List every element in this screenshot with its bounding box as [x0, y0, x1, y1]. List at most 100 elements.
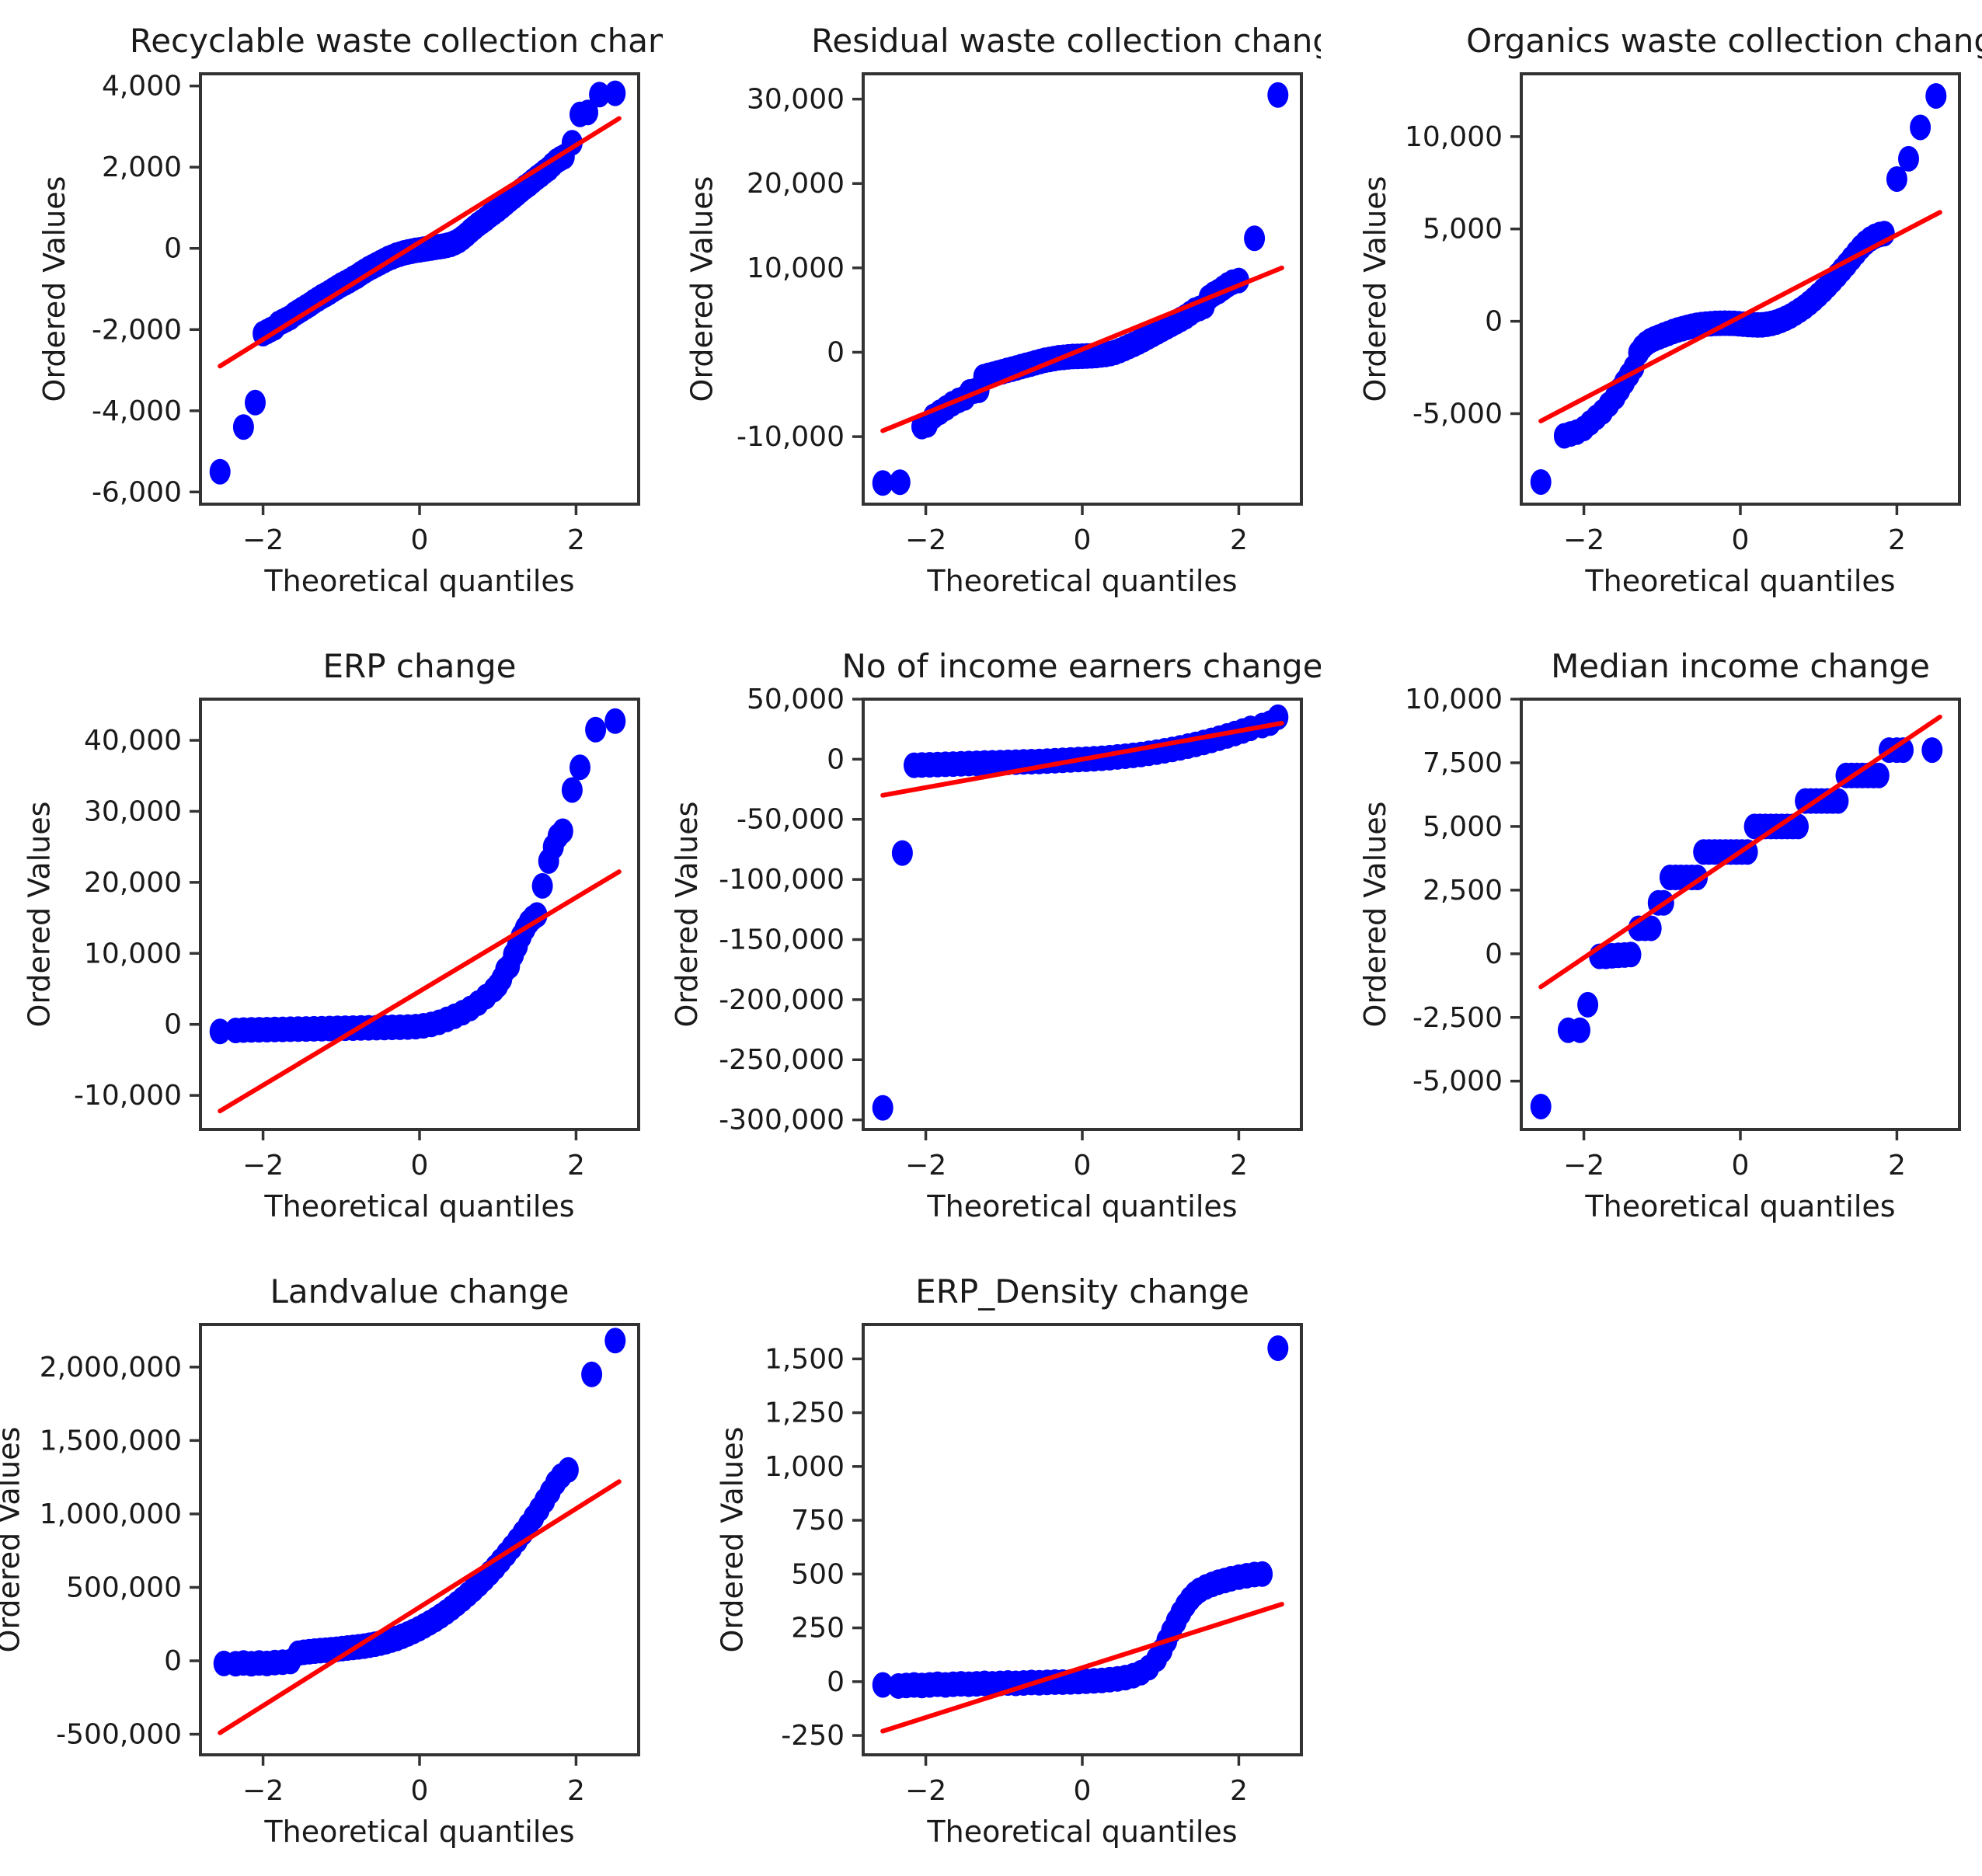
- plot-canvas-recyclable-waste: 4,000 2,000 0 -2,000 -4,000 -6,000 −2 0 2 Recycla…: [37, 22, 663, 598]
- x-axis-label: Theoretical quantiles: [1584, 1189, 1895, 1223]
- plot-title: Median income change: [1551, 647, 1930, 685]
- x-tick-label: 0: [411, 1775, 429, 1807]
- x-tick-label: 2: [1888, 524, 1906, 556]
- plot-canvas-landvalue: 2,000,000 1,500,000 1,000,000 500,000 0 -500,…: [0, 1272, 640, 1849]
- data-points: [1530, 737, 1943, 1119]
- reference-line: [880, 265, 1284, 433]
- data-points: [209, 80, 626, 485]
- y-tick-label: 1,250: [765, 1397, 845, 1429]
- x-tick-label: −2: [905, 1775, 946, 1807]
- plot-title: No of income earners change: [841, 647, 1321, 685]
- axes-frame: [199, 72, 640, 506]
- qq-plot-income-earners: 50,000 0 -50,000 -100,000 -150,000 -200,000 -2…: [663, 625, 1321, 1251]
- y-axis-label: Ordered Values: [1358, 176, 1392, 402]
- reference-line: [218, 116, 622, 369]
- x-tick-label: 2: [1230, 1150, 1248, 1182]
- y-tick-label: 500,000: [66, 1571, 182, 1603]
- y-tick-label: 750: [791, 1505, 845, 1537]
- x-axis-label: Theoretical quantiles: [926, 564, 1237, 598]
- y-tick-label: 250: [791, 1613, 845, 1645]
- y-tick-label: 1,500: [765, 1343, 845, 1375]
- plot-title: ERP change: [323, 647, 517, 685]
- qq-plot-median-income: 10,000 7,500 5,000 2,500 0 -2,500 -5,000 −2 0 2 Me…: [1321, 625, 1982, 1251]
- y-tick-label: 0: [164, 1009, 182, 1041]
- y-tick-label: -5,000: [1412, 398, 1503, 430]
- y-axis-label: Ordered Values: [0, 1427, 26, 1653]
- y-tick-label: -2,500: [1412, 1002, 1503, 1034]
- y-tick-label: -150,000: [719, 924, 845, 955]
- plot-title: ERP_Density change: [915, 1272, 1249, 1310]
- reference-line: [218, 1479, 622, 1735]
- y-tick-label: -250: [781, 1720, 845, 1752]
- qq-plot-residual-waste: 30,000 20,000 10,000 0 -10,000 −2 0 2 Residual w…: [663, 0, 1322, 625]
- y-tick-label: 0: [164, 233, 182, 265]
- x-tick-label: 0: [1732, 1150, 1750, 1182]
- x-axis-label: Theoretical quantiles: [1584, 564, 1895, 598]
- x-axis-label: Theoretical quantiles: [263, 564, 574, 598]
- plot-title: Recyclable waste collection change: [130, 22, 663, 60]
- data-points: [872, 704, 1289, 1121]
- y-tick-label: 30,000: [84, 795, 182, 827]
- y-tick-label: 0: [1485, 306, 1503, 338]
- data-points: [872, 82, 1289, 496]
- y-tick-label: -10,000: [74, 1080, 182, 1112]
- x-tick-label: 0: [411, 524, 429, 556]
- y-tick-label: 0: [1485, 938, 1503, 970]
- y-tick-label: 30,000: [747, 84, 845, 116]
- y-tick-label: 2,500: [1423, 875, 1503, 907]
- x-tick-label: 0: [1074, 1150, 1092, 1182]
- plot-title: Residual waste collection change: [811, 22, 1321, 60]
- y-tick-label: 10,000: [84, 938, 182, 969]
- x-axis-label: Theoretical quantiles: [926, 1189, 1237, 1223]
- qq-plot-landvalue: 2,000,000 1,500,000 1,000,000 500,000 0 -500,…: [0, 1251, 663, 1876]
- x-tick-label: 2: [567, 524, 585, 556]
- x-axis-label: Theoretical quantiles: [263, 1815, 574, 1849]
- plot-canvas-erp-density: 1,500 1,250 1,000 750 500 250 0 -250 −2 0 2 ERP_Den…: [716, 1272, 1303, 1849]
- x-tick-label: 2: [567, 1150, 585, 1182]
- x-tick-label: 0: [1074, 524, 1092, 556]
- y-tick-label: 20,000: [84, 867, 182, 899]
- qq-plot-organics-waste: 10,000 5,000 0 -5,000 −2 0 2 Organics waste col…: [1321, 0, 1982, 625]
- plot-canvas-residual-waste: 30,000 20,000 10,000 0 -10,000 −2 0 2 Residual w…: [685, 22, 1322, 598]
- plot-canvas-organics-waste: 10,000 5,000 0 -5,000 −2 0 2 Organics waste col…: [1358, 22, 1982, 598]
- y-axis-label: Ordered Values: [685, 176, 719, 402]
- axes-frame: [199, 698, 640, 1131]
- y-tick-label: 10,000: [1405, 121, 1503, 153]
- y-tick-label: 1,000,000: [40, 1498, 182, 1530]
- x-axis-label: Theoretical quantiles: [926, 1815, 1237, 1849]
- y-axis-label: Ordered Values: [37, 176, 71, 402]
- data-points: [209, 708, 626, 1045]
- y-tick-label: 5,000: [1423, 811, 1503, 843]
- y-tick-label: 0: [827, 743, 845, 775]
- y-tick-label: 50,000: [747, 684, 845, 715]
- y-tick-label: 5,000: [1423, 214, 1503, 245]
- y-tick-label: 7,500: [1423, 747, 1503, 779]
- y-tick-label: -4,000: [92, 395, 182, 427]
- axes-frame: [1520, 698, 1961, 1131]
- y-tick-label: -5,000: [1412, 1066, 1503, 1098]
- y-tick-label: 40,000: [84, 725, 182, 757]
- data-points: [1530, 83, 1947, 495]
- y-tick-label: 500: [791, 1558, 845, 1590]
- reference-line: [218, 869, 622, 1114]
- x-tick-label: 2: [1230, 1775, 1248, 1807]
- x-tick-label: −2: [1563, 1150, 1604, 1182]
- y-tick-label: 10,000: [747, 252, 845, 284]
- x-tick-label: 0: [1732, 524, 1750, 556]
- y-tick-label: -2,000: [92, 314, 182, 346]
- x-tick-label: 0: [1074, 1775, 1092, 1807]
- axes-frame: [862, 698, 1303, 1131]
- qq-plot-erp-density: 1,500 1,250 1,000 750 500 250 0 -250 −2 0 2 ERP_Den…: [663, 1251, 1321, 1876]
- y-tick-label: 4,000: [102, 71, 182, 103]
- plot-title: Organics waste collection change: [1466, 22, 1982, 60]
- reference-line: [880, 1602, 1284, 1734]
- axes-frame: [862, 1323, 1303, 1756]
- y-axis-label: Ordered Values: [23, 802, 57, 1028]
- reference-line: [1538, 210, 1942, 424]
- axes-frame: [199, 1323, 640, 1756]
- x-tick-label: −2: [242, 524, 284, 556]
- y-tick-label: -200,000: [719, 984, 845, 1016]
- y-tick-label: -250,000: [719, 1044, 845, 1076]
- plot-canvas-erp-change: 40,000 30,000 20,000 10,000 0 -10,000 −2 0 2 ERP …: [23, 647, 640, 1223]
